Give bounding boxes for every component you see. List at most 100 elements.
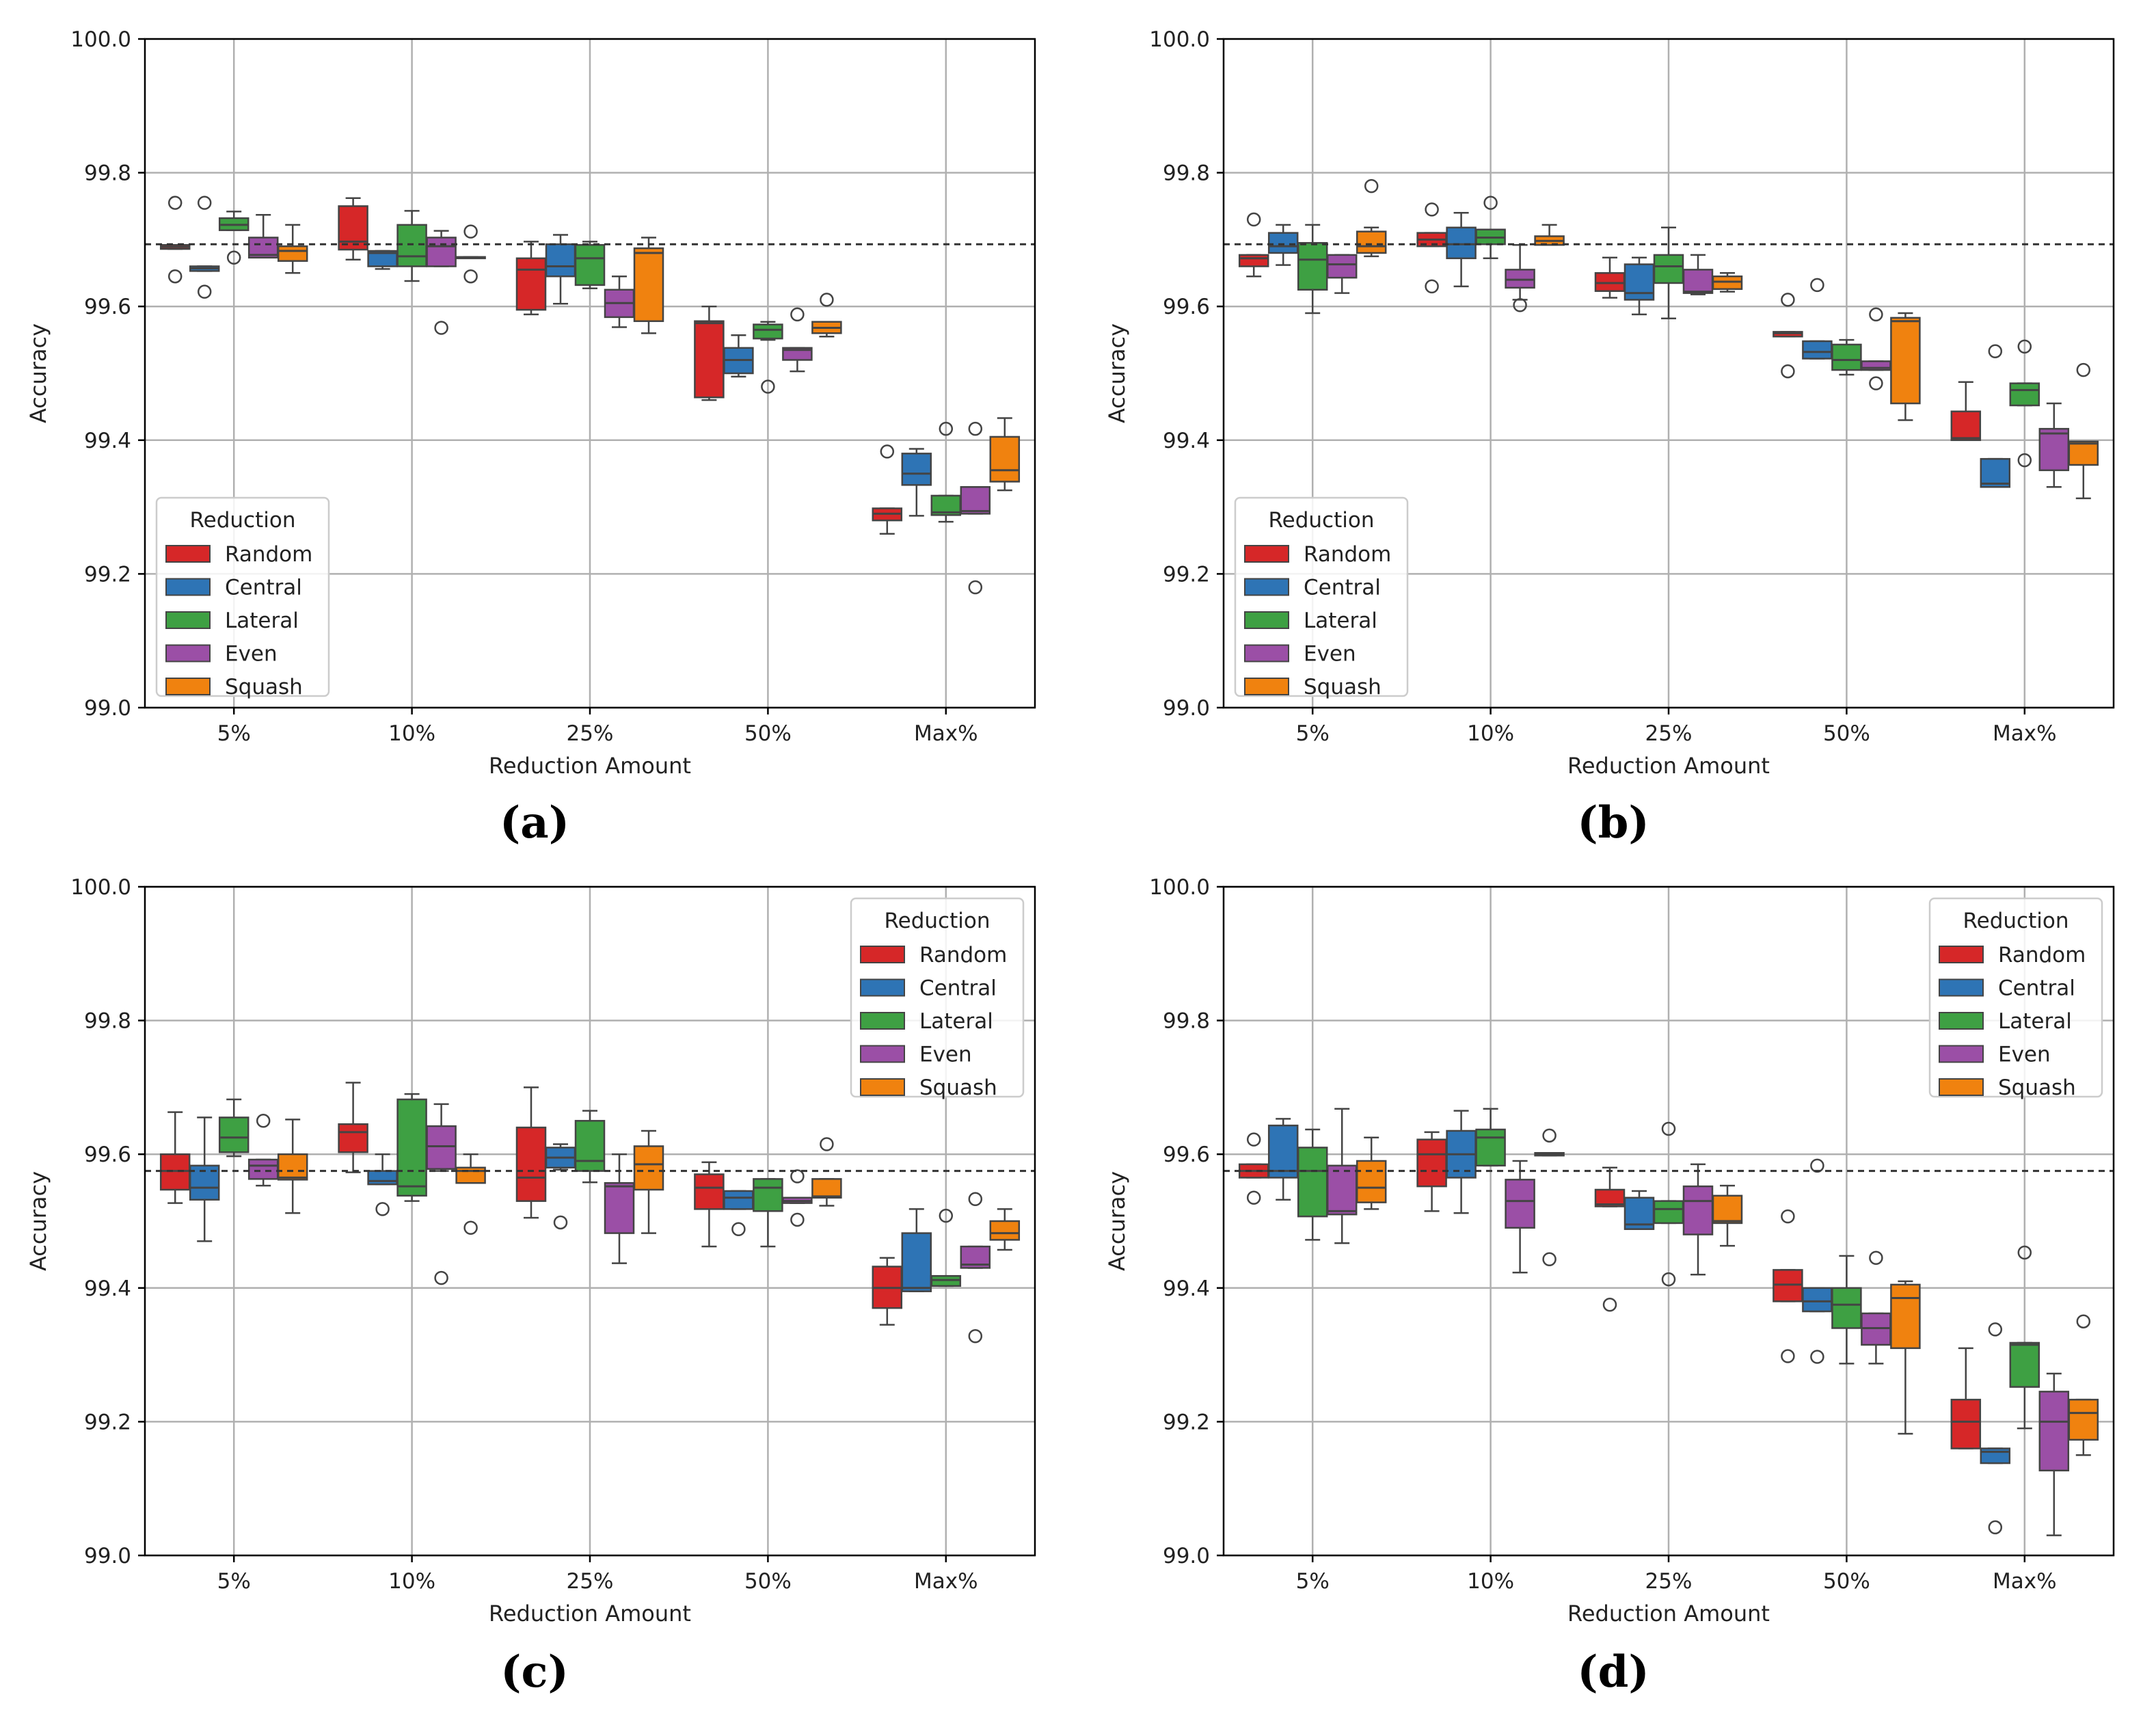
box-even: [247, 213, 279, 259]
box-lateral: [396, 1093, 427, 1202]
box-iqr: [694, 320, 725, 399]
outlier-point: [1602, 1298, 1617, 1312]
box-iqr: [1653, 1200, 1684, 1225]
outlier-point: [1483, 196, 1498, 210]
box-lateral: [1653, 1121, 1684, 1287]
box-central: [723, 334, 754, 378]
box-squash: [1712, 272, 1743, 293]
box-squash: [2068, 362, 2099, 500]
box-iqr: [2038, 427, 2070, 472]
box-iqr: [574, 1120, 606, 1172]
box-lateral: [1297, 224, 1328, 315]
box-iqr: [1446, 226, 1477, 260]
y-tick-label: 99.4: [1163, 429, 1210, 453]
y-axis-label: Accuracy: [1104, 323, 1130, 423]
box-iqr: [2009, 1341, 2040, 1388]
legend-label-lateral: Lateral: [1304, 609, 1377, 633]
box-central: [1267, 1118, 1299, 1201]
box-iqr: [2068, 440, 2099, 466]
box-random: [694, 305, 725, 401]
box-iqr: [1297, 1147, 1328, 1218]
box-lateral: [574, 241, 606, 290]
box-random: [1238, 212, 1269, 278]
outlier-point: [939, 1208, 954, 1223]
box-iqr: [2038, 1391, 2070, 1472]
box-lateral: [396, 210, 427, 282]
legend-label-even: Even: [225, 642, 278, 667]
box-even: [782, 1169, 813, 1227]
outlier-point: [968, 580, 983, 595]
box-central: [545, 234, 576, 305]
box-iqr: [1297, 242, 1328, 291]
box-random: [872, 1257, 903, 1326]
outlier-point: [434, 1270, 448, 1285]
y-tick-label: 99.2: [84, 1410, 131, 1434]
x-tick-label: 50%: [1823, 721, 1870, 746]
box-squash: [1534, 1128, 1565, 1266]
box-central: [1980, 1322, 2011, 1535]
box-squash: [2068, 1314, 2099, 1456]
legend-label-even: Even: [1304, 642, 1356, 667]
y-tick-label: 99.4: [1163, 1276, 1210, 1301]
box-iqr: [277, 245, 308, 262]
legend-swatch-central: [1939, 978, 1984, 997]
box-iqr: [1802, 340, 1833, 360]
box-iqr: [901, 453, 932, 486]
box-iqr: [426, 1125, 457, 1170]
outlier-point: [1810, 1158, 1824, 1173]
box-random: [1416, 202, 1447, 294]
outlier-point: [463, 1220, 478, 1235]
y-tick-label: 99.6: [1163, 1142, 1210, 1167]
outlier-point: [968, 421, 983, 436]
legend-swatch-even: [1939, 1045, 1984, 1063]
box-iqr: [960, 486, 991, 515]
y-tick-label: 99.8: [1163, 1009, 1210, 1034]
box-lateral: [1653, 226, 1684, 320]
box-random: [159, 1111, 191, 1204]
y-tick-label: 99.2: [1163, 562, 1210, 587]
box-iqr: [753, 1178, 783, 1212]
box-lateral: [930, 421, 962, 523]
legend: Reduction Random Central Lateral Even Squash: [1928, 897, 2103, 1100]
box-iqr: [1831, 1287, 1862, 1329]
x-tick-label: 10%: [388, 721, 435, 746]
box-random: [1773, 1209, 1803, 1363]
box-iqr: [633, 1145, 664, 1191]
outlier-point: [197, 196, 212, 210]
x-axis-label: Reduction Amount: [489, 753, 691, 779]
panel-caption: (c): [500, 1646, 569, 1698]
outlier-point: [1661, 1121, 1676, 1136]
outlier-point: [2017, 339, 2032, 354]
box-iqr: [1802, 1287, 1833, 1313]
y-tick-label: 99.8: [84, 161, 131, 186]
box-central: [367, 250, 398, 270]
outlier-point: [553, 1215, 568, 1230]
outlier-point: [1988, 344, 2003, 358]
box-iqr: [723, 1190, 754, 1210]
y-tick-label: 99.6: [84, 295, 131, 319]
outlier-point: [1425, 279, 1439, 294]
box-random: [694, 1161, 725, 1248]
box-squash: [277, 1119, 308, 1214]
x-tick-label: 25%: [567, 721, 614, 746]
x-tick-label: 25%: [1645, 721, 1693, 746]
y-axis-label: Accuracy: [1104, 1171, 1130, 1271]
box-iqr: [1653, 254, 1684, 284]
y-tick-label: 100.0: [1149, 875, 1210, 900]
legend-label-random: Random: [1998, 943, 2086, 967]
box-central: [1267, 224, 1299, 266]
legend-swatch-random: [1244, 545, 1289, 563]
box-iqr: [1682, 1185, 1714, 1235]
box-even: [1682, 254, 1714, 295]
box-iqr: [633, 247, 664, 322]
box-iqr: [426, 237, 457, 267]
legend-swatch-random: [165, 545, 211, 563]
legend-swatch-squash: [1244, 678, 1289, 695]
box-random: [1416, 1131, 1447, 1212]
outlier-point: [167, 196, 183, 210]
y-tick-label: 99.6: [84, 1142, 131, 1167]
legend-swatch-lateral: [1939, 1012, 1984, 1030]
box-iqr: [1980, 457, 2011, 488]
box-iqr: [811, 1178, 842, 1199]
box-central: [723, 1190, 754, 1236]
